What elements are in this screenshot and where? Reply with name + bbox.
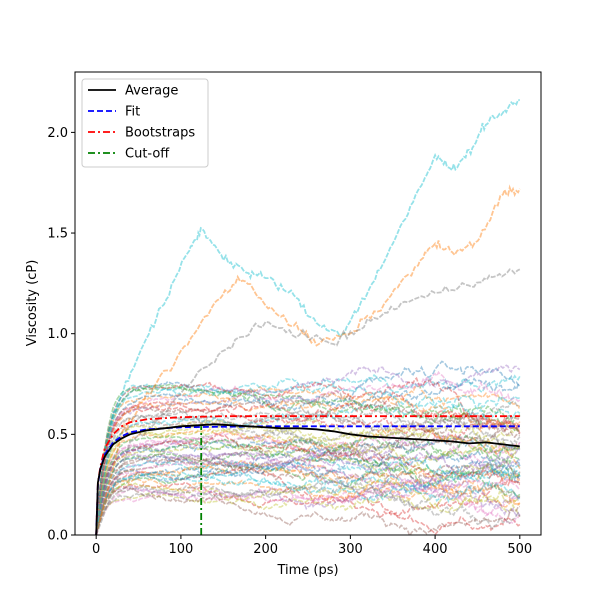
trajectory-line — [95, 394, 521, 535]
trajectory-line — [95, 447, 521, 535]
series-layer — [95, 415, 520, 535]
trajectory-line — [95, 492, 521, 534]
legend-label: Bootstraps — [125, 126, 195, 141]
x-tick-label: 400 — [423, 542, 448, 557]
trajectory-line — [95, 364, 521, 535]
trajectory-line — [95, 412, 521, 535]
legend-box — [81, 78, 209, 168]
trajectory-line — [95, 383, 521, 535]
trajectory-line — [95, 458, 521, 535]
legend-label: Fit — [125, 105, 140, 120]
y-tick-label: 0.5 — [47, 428, 68, 443]
trajectory-line — [95, 485, 521, 535]
legend-label: Average — [125, 84, 178, 99]
trajectory-line-highlight — [95, 184, 521, 535]
trajectory-line — [95, 435, 521, 535]
trajectory-line — [95, 385, 521, 535]
trajectory-line — [95, 433, 521, 535]
x-tick-label: 0 — [92, 542, 100, 557]
y-tick-label: 2.0 — [47, 126, 68, 141]
y-axis: 0.0 0.5 1.0 1.5 2.0 — [47, 126, 75, 544]
trajectory-line — [95, 486, 521, 535]
trajectory-line — [95, 422, 521, 535]
trajectory-line-highlight — [95, 98, 520, 535]
trajectory-line — [95, 430, 520, 534]
trajectory-line — [95, 445, 521, 535]
trajectory-line — [95, 438, 521, 535]
trajectory-line — [95, 373, 521, 535]
trajectory-line — [95, 462, 521, 535]
trajectory-line — [95, 427, 520, 535]
trajectory-line — [95, 432, 521, 535]
trajectory-line — [95, 421, 521, 535]
trajectory-line — [95, 481, 521, 535]
trajectory-line — [95, 471, 521, 535]
legend: Average Fit Bootstraps Cut-off — [81, 78, 209, 168]
trajectory-line — [95, 449, 521, 535]
trajectory-line — [95, 370, 521, 534]
trajectory-line — [95, 408, 521, 535]
trajectory-line — [95, 431, 521, 535]
trajectory-line — [95, 446, 521, 535]
y-tick-label: 0.0 — [47, 529, 68, 544]
trajectory-line — [95, 462, 521, 535]
series-line-bootstraps — [95, 415, 520, 535]
trajectory-line — [95, 383, 521, 535]
trajectory-line — [95, 453, 521, 535]
trajectory-line — [95, 360, 521, 535]
trajectory-line — [95, 434, 520, 535]
x-axis: 0 100 200 300 400 500 — [92, 535, 532, 557]
trajectory-line — [95, 464, 521, 535]
trajectory-line — [95, 439, 521, 535]
y-tick-label: 1.5 — [47, 227, 68, 242]
trajectory-line — [95, 423, 521, 535]
y-axis-label: Viscosity (cP) — [25, 260, 40, 347]
x-tick-label: 200 — [253, 542, 278, 557]
trajectory-line — [95, 422, 521, 534]
trajectory-line — [95, 459, 521, 535]
trajectory-layer — [95, 98, 521, 535]
x-tick-label: 100 — [168, 542, 193, 557]
trajectory-line — [95, 477, 521, 535]
trajectory-line — [95, 385, 521, 534]
trajectory-line — [95, 400, 521, 534]
trajectory-line — [95, 460, 521, 535]
trajectory-line — [95, 452, 521, 535]
trajectory-line — [95, 412, 521, 535]
x-tick-label: 300 — [338, 542, 363, 557]
trajectory-line — [95, 478, 521, 535]
trajectory-line — [95, 444, 520, 535]
x-tick-label: 500 — [507, 542, 532, 557]
trajectory-line — [95, 376, 521, 535]
trajectory-line — [95, 377, 521, 535]
series-line-average — [95, 423, 520, 535]
plot-frame — [74, 71, 542, 536]
trajectory-line — [95, 442, 521, 535]
trajectory-line — [95, 395, 521, 535]
x-axis-label: Time (ps) — [276, 563, 338, 578]
legend-label: Cut-off — [125, 147, 170, 162]
trajectory-line-highlight — [95, 268, 521, 535]
y-tick-label: 1.0 — [47, 327, 68, 342]
trajectory-line — [95, 455, 521, 535]
trajectory-line — [95, 480, 521, 535]
series-line-fit — [95, 425, 520, 535]
trajectory-line — [95, 477, 521, 535]
trajectory-line — [95, 474, 520, 535]
trajectory-line — [95, 466, 521, 535]
